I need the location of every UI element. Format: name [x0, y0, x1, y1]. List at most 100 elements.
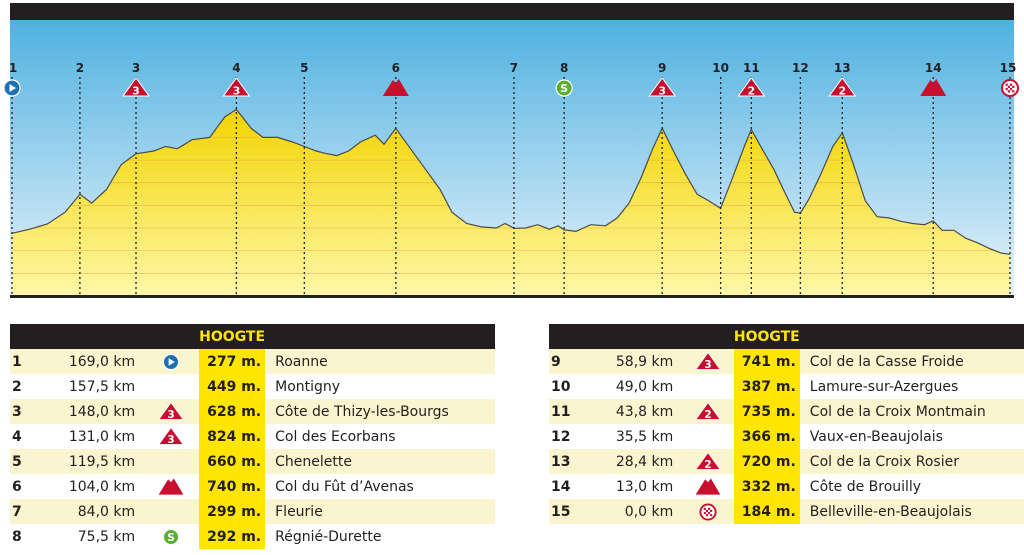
sprint-icon: S: [555, 79, 573, 97]
climb-category-label: 3: [132, 85, 140, 98]
profile-marker-14: 14: [920, 61, 947, 296]
distance-cell: 169,0 km: [38, 349, 144, 374]
profile-marker-11: 11 2: [737, 61, 766, 296]
start-icon: [3, 79, 21, 97]
header-blank: [681, 324, 734, 349]
place-cell: Régnié-Durette: [265, 524, 496, 549]
altitude-cell: 299 m.: [199, 499, 266, 524]
distance-cell: 104,0 km: [38, 474, 144, 499]
table-row: 7 84,0 km 299 m. Fleurie: [10, 499, 496, 524]
marker-number: 13: [834, 61, 851, 75]
climb-cat3-icon: 3: [694, 351, 721, 371]
marker-number: 9: [658, 61, 666, 75]
place-cell: Col du Fût d’Avenas: [265, 474, 496, 499]
header-blank: [10, 324, 38, 349]
icon-cell: [143, 349, 200, 374]
icon-cell: [681, 374, 734, 399]
altitude-cell: 741 m.: [733, 349, 800, 374]
profile-marker-5: 5: [300, 61, 308, 296]
table-row: 11 43,8 km 2 735 m. Col de la Croix Montmain: [549, 399, 1024, 424]
finish-icon: [1001, 79, 1019, 97]
climb-category-label: 2: [704, 409, 711, 421]
climb-cat3-icon: 3: [157, 426, 185, 446]
place-cell: Côte de Brouilly: [799, 474, 1024, 499]
climb-category-label: 2: [704, 459, 711, 471]
header-afstand: AFSTAND: [38, 324, 144, 349]
header-blank: [143, 324, 200, 349]
profile-marker-1: 1: [3, 61, 21, 296]
place-cell: Belleville-en-Beaujolais: [799, 499, 1024, 524]
icon-cell: [143, 474, 200, 499]
distance-cell: 58,9 km: [576, 349, 682, 374]
icon-cell: [143, 449, 200, 474]
table-row: 8 75,5 km S 292 m. Régnié-Durette: [10, 524, 496, 549]
distance-cell: 49,0 km: [576, 374, 682, 399]
place-cell: Montigny: [265, 374, 496, 399]
header-hoogte: HOOGTE: [199, 324, 266, 349]
climb-category-label: 3: [704, 359, 711, 371]
icon-cell: 3: [143, 424, 200, 449]
distance-cell: 84,0 km: [38, 499, 144, 524]
profile-marker-4: 43: [222, 61, 251, 296]
icon-cell: 3: [143, 399, 200, 424]
point-number: 9: [549, 349, 577, 374]
place-cell: Col de la Croix Montmain: [799, 399, 1024, 424]
point-number: 11: [549, 399, 577, 424]
place-cell: Col des Ecorbans: [265, 424, 496, 449]
climb-uncategorized-icon: [382, 79, 409, 96]
point-number: 10: [549, 374, 577, 399]
marker-number: 1: [9, 61, 17, 75]
profile-marker-12: 12: [792, 61, 809, 296]
place-cell: Lamure-sur-Azergues: [799, 374, 1024, 399]
place-cell: Côte de Thizy-les-Bourgs: [265, 399, 496, 424]
table-row: 2 157,5 km 449 m. Montigny: [10, 374, 496, 399]
sprint-letter: S: [167, 531, 175, 543]
marker-number: 10: [712, 61, 729, 75]
table-row: 12 35,5 km 366 m. Vaux-en-Beaujolais: [549, 424, 1024, 449]
icon-cell: [143, 374, 200, 399]
marker-number: 7: [510, 61, 518, 75]
distance-cell: 35,5 km: [576, 424, 682, 449]
header-blank: [549, 324, 577, 349]
place-cell: Chenelette: [265, 449, 496, 474]
table-row: 1 169,0 km 277 m. Roanne: [10, 349, 496, 374]
marker-number: 8: [560, 61, 568, 75]
header-plaats: PLAATS: [799, 324, 1024, 349]
marker-number: 6: [392, 61, 400, 75]
profile-marker-9: 93: [648, 61, 677, 296]
climb-cat2-icon: 2: [828, 77, 857, 98]
altitude-cell: 735 m.: [733, 399, 800, 424]
point-number: 7: [10, 499, 38, 524]
distance-cell: 148,0 km: [38, 399, 144, 424]
icon-cell: [681, 474, 734, 499]
point-number: 6: [10, 474, 38, 499]
climb-category-label: 2: [838, 85, 846, 98]
altitude-cell: 184 m.: [733, 499, 800, 524]
point-number: 15: [549, 499, 577, 524]
point-number: 4: [10, 424, 38, 449]
distance-cell: 43,8 km: [576, 399, 682, 424]
icon-cell: 3: [681, 349, 734, 374]
icon-cell: [681, 424, 734, 449]
sprint-letter: S: [560, 82, 568, 95]
start-icon: [162, 353, 180, 370]
point-number: 2: [10, 374, 38, 399]
marker-number: 2: [76, 61, 84, 75]
distance-cell: 119,5 km: [38, 449, 144, 474]
marker-number: 3: [132, 61, 140, 75]
marker-number: 15: [1000, 61, 1017, 75]
climb-category-label: 2: [748, 85, 756, 98]
climb-uncategorized-icon: [695, 477, 720, 495]
point-number: 5: [10, 449, 38, 474]
climb-category-label: 3: [167, 409, 174, 421]
icon-cell: S: [143, 524, 200, 549]
marker-number: 12: [792, 61, 809, 75]
table-row: 3 148,0 km 3 628 m. Côte de Thizy-les-Bourgs: [10, 399, 496, 424]
profile-marker-3: 33: [122, 61, 150, 296]
distance-cell: 28,4 km: [576, 449, 682, 474]
place-cell: Vaux-en-Beaujolais: [799, 424, 1024, 449]
profile-marker-15: 15: [1000, 61, 1019, 296]
profile-marker-6: 6: [382, 61, 409, 296]
climb-cat3-icon: 3: [157, 401, 185, 421]
